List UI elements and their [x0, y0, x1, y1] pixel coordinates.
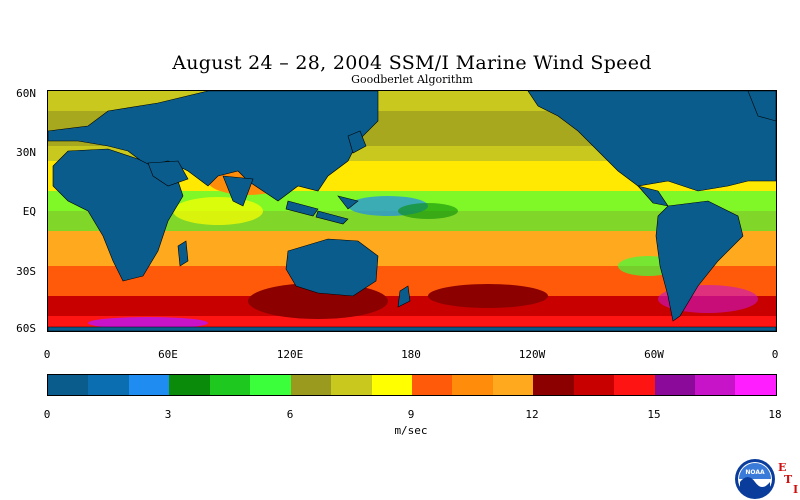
colorbar-segment-17: [735, 375, 776, 395]
wind-speed-colorbar: [47, 374, 777, 396]
colorbar-segment-10: [452, 375, 493, 395]
lon-label-0-right: 0: [771, 348, 779, 361]
lon-label-180: 180: [401, 348, 421, 361]
colorbar-segment-4: [209, 375, 251, 395]
colorbar-segment-12: [533, 375, 574, 395]
colorbar-units: m/sec: [394, 424, 428, 437]
colorbar-segment-3: [169, 375, 210, 395]
colorbar-tick-12: 12: [525, 408, 539, 421]
colorbar-segment-6: [290, 375, 332, 395]
map-title: August 24 – 28, 2004 SSM/I Marine Wind S…: [172, 52, 652, 74]
colorbar-segment-14: [614, 375, 655, 395]
colorbar-tick-9: 9: [407, 408, 415, 421]
colorbar-tick-15: 15: [647, 408, 661, 421]
colorbar-segment-11: [492, 375, 534, 395]
wind-speed-map: [47, 90, 777, 332]
map-subtitle: Goodberlet Algorithm: [351, 73, 473, 86]
lat-label-60n: 60N: [16, 87, 36, 100]
colorbar-tick-18: 18: [768, 408, 782, 421]
wind-speed-map-graphic: [48, 91, 776, 331]
lat-label-30s: 30S: [16, 265, 36, 278]
lat-label-eq: EQ: [22, 205, 36, 218]
colorbar-segment-15: [654, 375, 695, 395]
colorbar-segment-7: [331, 375, 372, 395]
eti-letter-i: I: [793, 483, 799, 496]
lon-label-60e: 60E: [158, 348, 178, 361]
colorbar-tick-0: 0: [43, 408, 51, 421]
lon-label-60w: 60W: [644, 348, 664, 361]
noaa-logo: NOAA: [735, 459, 775, 499]
colorbar-segment-0: [48, 375, 89, 395]
colorbar-tick-6: 6: [286, 408, 294, 421]
colorbar-segment-9: [411, 375, 453, 395]
colorbar-segment-16: [695, 375, 736, 395]
colorbar-segment-2: [128, 375, 170, 395]
lat-label-60s: 60S: [16, 322, 36, 335]
colorbar-segment-1: [88, 375, 129, 395]
colorbar-segment-5: [250, 375, 291, 395]
lon-label-120w: 120W: [518, 348, 546, 361]
colorbar-tick-3: 3: [164, 408, 172, 421]
lat-label-30n: 30N: [16, 146, 36, 159]
noaa-logo-text: NOAA: [745, 469, 765, 476]
lon-label-0-left: 0: [43, 348, 51, 361]
eti-letter-e: E: [778, 461, 787, 474]
lon-label-120e: 120E: [276, 348, 304, 361]
eti-letter-t: T: [784, 473, 793, 486]
colorbar-segment-13: [573, 375, 615, 395]
colorbar-segment-8: [371, 375, 412, 395]
